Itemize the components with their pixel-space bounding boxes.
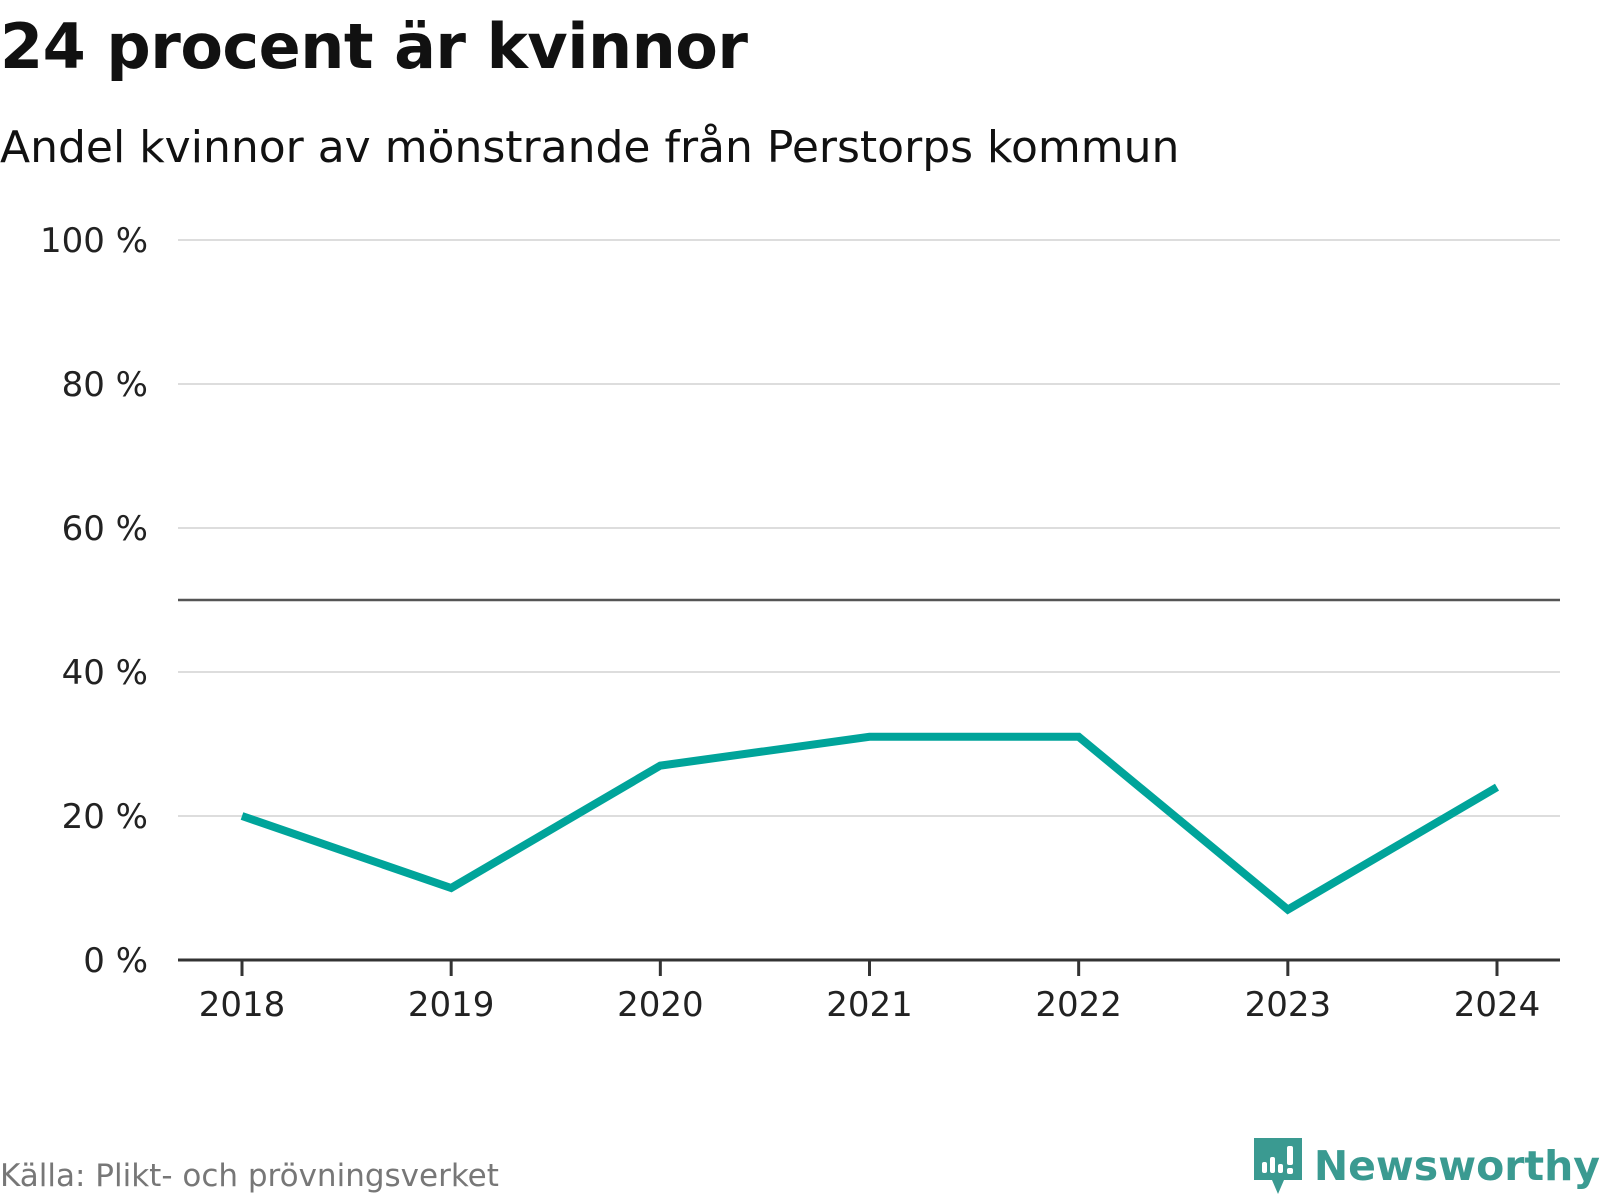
- x-tick-label: 2020: [617, 985, 704, 1025]
- y-tick-label: 40 %: [62, 653, 148, 693]
- x-axis-tick-labels: 2018 2019 2020 2021 2022 2023 2024: [199, 985, 1541, 1025]
- line-chart: 0 % 20 % 40 % 60 % 80 % 100 % 2018 2019 2020 202…: [40, 221, 1560, 1025]
- y-tick-label: 60 %: [62, 509, 148, 549]
- x-axis: [178, 958, 1560, 976]
- x-tick-label: 2023: [1245, 985, 1332, 1025]
- y-tick-label: 80 %: [62, 365, 148, 405]
- y-tick-label: 0 %: [83, 941, 148, 981]
- series-layer: [240, 732, 1500, 915]
- y-tick-label: 100 %: [40, 221, 148, 261]
- brand-name: Newsworthy: [1313, 1142, 1600, 1190]
- x-tick-label: 2018: [199, 985, 286, 1025]
- brand-logo: Newsworthy: [1252, 1136, 1600, 1196]
- y-tick-label: 20 %: [62, 797, 148, 837]
- gridlines: [178, 239, 1560, 817]
- x-tick-label: 2019: [408, 985, 495, 1025]
- x-tick-label: 2021: [826, 985, 913, 1025]
- chart-subtitle: Andel kvinnor av mönstrande från Perstor…: [0, 122, 1180, 173]
- chart-title: 24 procent är kvinnor: [0, 10, 748, 83]
- x-tick-label: 2022: [1035, 985, 1122, 1025]
- source-note: Källa: Plikt- och prövningsverket: [0, 1158, 499, 1194]
- newsworthy-logo-icon: [1253, 1138, 1302, 1194]
- y-axis-tick-labels: 0 % 20 % 40 % 60 % 80 % 100 %: [40, 221, 148, 981]
- series-line: [240, 732, 1500, 915]
- x-tick-label: 2024: [1454, 985, 1541, 1025]
